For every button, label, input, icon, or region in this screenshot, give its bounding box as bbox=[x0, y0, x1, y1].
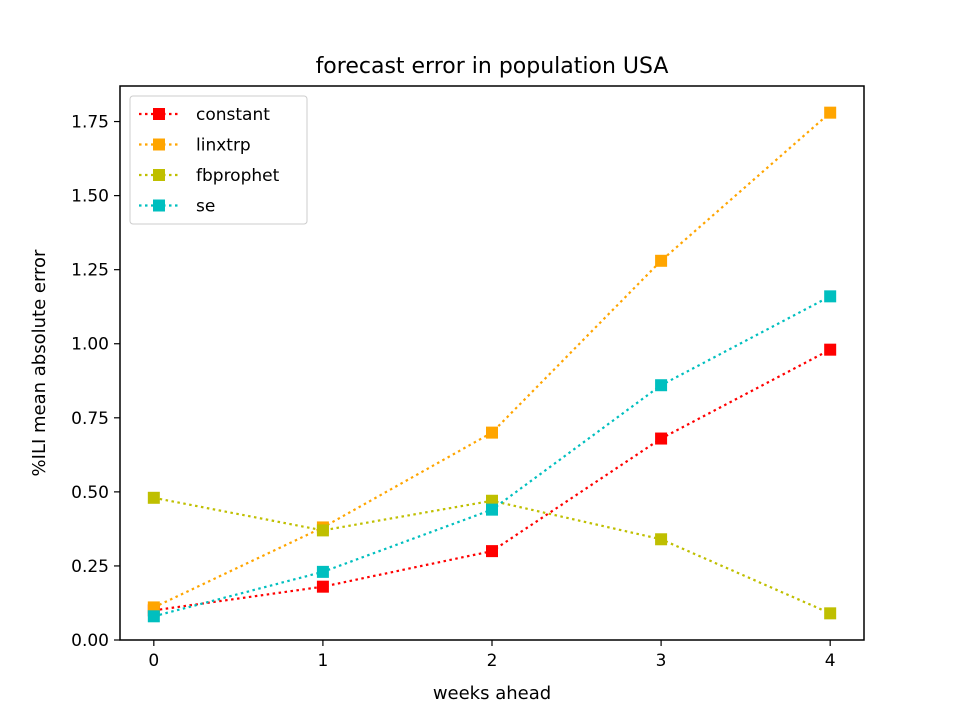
point-se-3 bbox=[655, 379, 668, 392]
series-layer bbox=[147, 106, 837, 623]
x-tick-label: 3 bbox=[656, 651, 667, 671]
point-se-4 bbox=[824, 290, 837, 303]
point-fbprophet-0 bbox=[147, 491, 160, 504]
y-tick-label: 0.75 bbox=[71, 409, 109, 429]
x-axis: 0 1 2 3 4 bbox=[148, 640, 836, 671]
point-linxtrp-4 bbox=[824, 106, 837, 119]
point-fbprophet-1 bbox=[316, 524, 329, 537]
chart-title: forecast error in population USA bbox=[316, 54, 669, 79]
legend-marker bbox=[153, 108, 165, 120]
legend-label: se bbox=[196, 197, 215, 217]
series-fbprophet bbox=[147, 491, 837, 620]
legend: constant linxtrp fbprophet se bbox=[129, 95, 308, 225]
y-tick-label: 1.75 bbox=[71, 113, 109, 133]
y-axis-label: %ILI mean absolute error bbox=[29, 249, 50, 477]
legend-item-se: se bbox=[139, 197, 215, 217]
legend-item-constant: constant bbox=[139, 105, 270, 125]
legend-label: constant bbox=[196, 105, 270, 125]
point-constant-3 bbox=[655, 432, 668, 445]
point-se-2 bbox=[486, 503, 498, 516]
y-tick-label: 1.50 bbox=[71, 187, 109, 207]
x-tick-label: 1 bbox=[317, 651, 328, 671]
x-tick-label: 4 bbox=[825, 651, 836, 671]
y-tick-label: 0.50 bbox=[71, 483, 109, 503]
x-axis-label: weeks ahead bbox=[433, 683, 551, 704]
y-tick-label: 0.00 bbox=[71, 631, 109, 651]
legend-item-fbprophet: fbprophet bbox=[139, 166, 280, 186]
legend-item-linxtrp: linxtrp bbox=[139, 136, 251, 156]
point-linxtrp-2 bbox=[486, 426, 498, 439]
series-line-linxtrp bbox=[153, 111, 831, 609]
point-fbprophet-4 bbox=[824, 607, 837, 620]
series-se bbox=[147, 290, 837, 623]
point-constant-4 bbox=[824, 343, 837, 356]
legend-label: fbprophet bbox=[196, 166, 280, 186]
point-se-0 bbox=[147, 610, 160, 623]
y-axis: 0.00 0.25 0.50 0.75 1.00 1.25 1.50 1.75 bbox=[71, 113, 120, 651]
legend-marker bbox=[153, 169, 165, 181]
y-tick-label: 1.00 bbox=[71, 335, 109, 355]
legend-marker bbox=[153, 138, 165, 151]
point-fbprophet-3 bbox=[655, 533, 668, 546]
legend-marker bbox=[153, 199, 165, 212]
point-linxtrp-3 bbox=[655, 254, 668, 267]
x-tick-label: 0 bbox=[148, 651, 159, 671]
point-se-1 bbox=[316, 565, 329, 578]
point-constant-1 bbox=[316, 580, 329, 593]
point-constant-2 bbox=[486, 545, 498, 558]
x-tick-label: 2 bbox=[487, 651, 498, 671]
y-tick-label: 0.25 bbox=[71, 557, 109, 577]
y-tick-label: 1.25 bbox=[71, 261, 109, 281]
legend-box bbox=[129, 95, 308, 225]
legend-label: linxtrp bbox=[196, 136, 251, 156]
